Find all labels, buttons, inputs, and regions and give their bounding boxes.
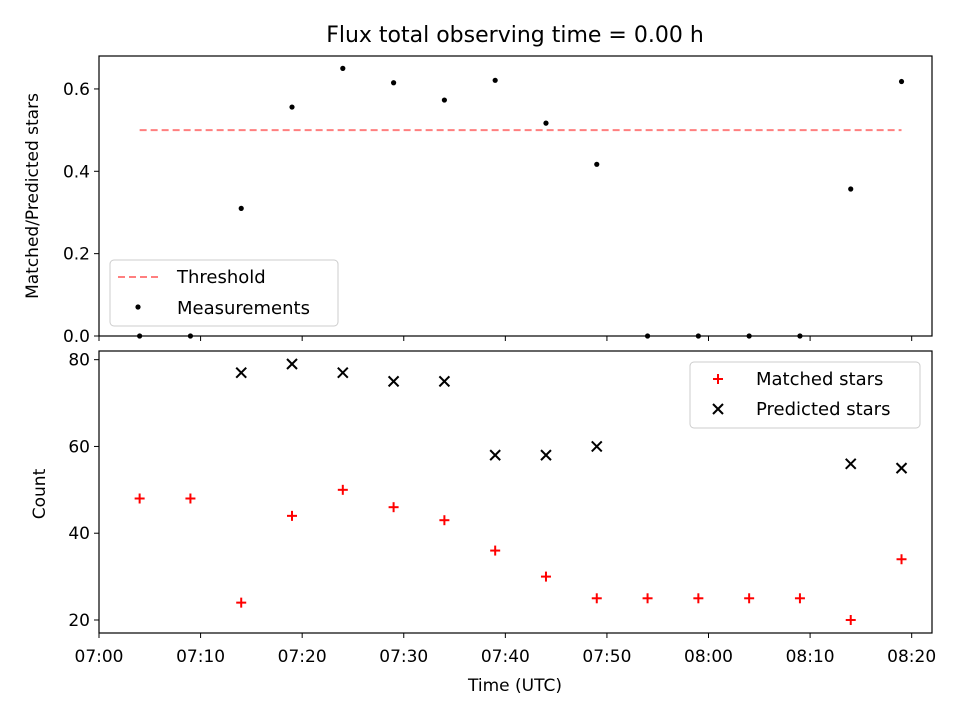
matched-star-point [845, 614, 856, 625]
matched-legend-label: Matched stars [756, 369, 883, 390]
predicted-star-point [337, 366, 349, 379]
measurements-legend-label: Measurements [177, 298, 310, 319]
threshold-legend-label: Threshold [176, 267, 266, 288]
predicted-star-point [540, 449, 552, 461]
y-tick-label: 0.2 [63, 245, 90, 265]
matched-star-point [287, 510, 298, 521]
measurement-point [594, 161, 600, 167]
x-tick-label: 07:10 [176, 647, 225, 667]
predicted-star-point [438, 375, 451, 388]
matched-star-point [896, 554, 907, 565]
measurement-point [441, 97, 447, 103]
predicted-star-point [286, 358, 298, 370]
predicted-star-point [235, 366, 247, 379]
measurement-point [238, 205, 244, 211]
predicted-star-point [387, 375, 400, 388]
measurement-point [289, 104, 295, 110]
y-tick-label: 0.0 [63, 327, 90, 347]
y-tick-label: 60 [68, 437, 90, 457]
matched-star-point [540, 571, 551, 582]
x-tick-label: 08:00 [684, 647, 733, 667]
y-tick-label: 40 [68, 524, 90, 544]
measurement-point [898, 78, 905, 85]
count-legend: Matched stars Predicted stars [689, 361, 921, 429]
measurement-point [543, 120, 549, 126]
predicted-legend-label: Predicted stars [756, 399, 890, 420]
matched-star-point [337, 484, 348, 495]
y-tick-label: 80 [68, 351, 90, 371]
x-tick-label: 07:50 [582, 647, 631, 667]
matched-star-point [388, 502, 399, 513]
x-tick-label: 07:00 [75, 647, 124, 667]
count-panel: 07:00 07:10 07:20 07:30 07:40 07:50 08:00 08:10… [30, 350, 936, 667]
ratio-panel: 0.0 0.2 0.4 0.6 Matched/Predicted stars Thr… [23, 55, 933, 347]
x-axis-label: Time (UTC) [467, 676, 562, 696]
matched-star-point [642, 593, 653, 604]
y-tick-label: 0.4 [63, 162, 90, 182]
x-tick-label: 08:10 [786, 647, 835, 667]
matched-star-point [439, 515, 450, 526]
count-plot-area: 07:00 07:10 07:20 07:30 07:40 07:50 08:00 08:10… [68, 350, 936, 667]
measurement-point [340, 65, 346, 71]
matched-star-point [693, 593, 704, 604]
matched-star-point [490, 545, 501, 556]
measurement-point [390, 80, 397, 86]
measurement-point [492, 77, 498, 83]
count-legend-frame [689, 361, 921, 429]
axes-frame [98, 55, 933, 337]
predicted-star-point [845, 458, 857, 470]
axes-frame [98, 350, 933, 634]
measurement-point [848, 186, 854, 192]
chart-title: Flux total observing time = 0.00 h [326, 23, 704, 48]
matched-star-point [236, 597, 247, 608]
ratio-legend-frame [109, 259, 339, 327]
x-tick-label: 08:20 [887, 647, 936, 667]
measurements-legend-swatch [135, 304, 141, 310]
matched-legend-swatch [713, 374, 723, 384]
predicted-star-point [591, 440, 603, 453]
matched-star-point [185, 493, 196, 504]
matched-star-point [591, 593, 602, 604]
ratio-plot-area: 0.0 0.2 0.4 0.6 [63, 55, 933, 347]
predicted-star-point [489, 449, 501, 461]
ratio-legend: Threshold Measurements [109, 259, 339, 327]
count-y-axis-label: Count [30, 468, 50, 519]
x-tick-label: 07:20 [278, 647, 327, 667]
ratio-y-axis-label: Matched/Predicted stars [23, 93, 43, 299]
y-tick-label: 0.6 [63, 80, 90, 100]
matched-star-point [134, 493, 145, 504]
x-tick-label: 07:30 [379, 647, 428, 667]
predicted-legend-swatch [712, 403, 724, 415]
predicted-star-point [895, 462, 908, 474]
matched-star-point [744, 593, 755, 604]
x-tick-label: 07:40 [481, 647, 530, 667]
matched-star-point [794, 593, 805, 604]
y-tick-label: 20 [68, 611, 90, 631]
